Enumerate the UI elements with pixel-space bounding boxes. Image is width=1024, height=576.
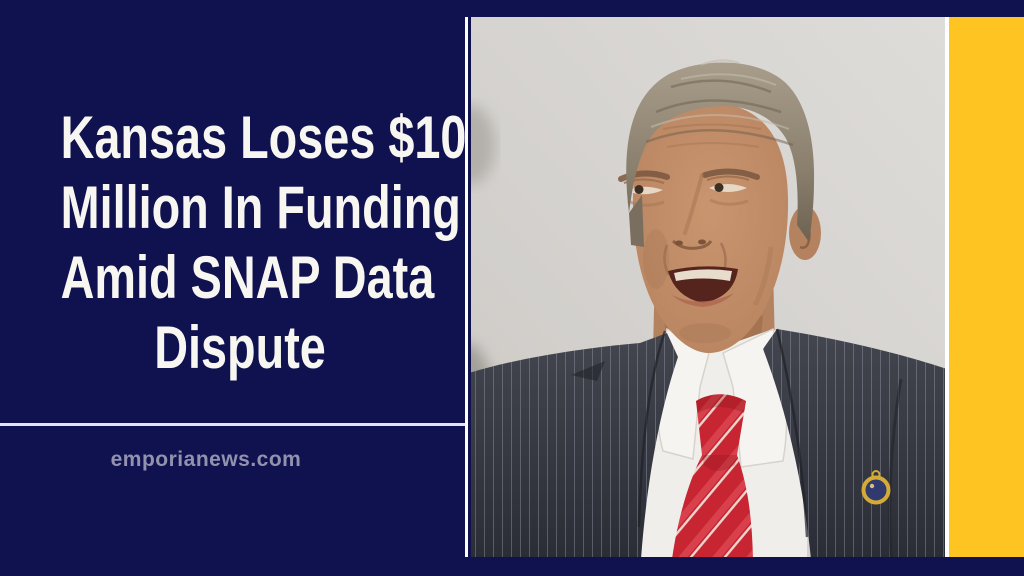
photo-left-border-line (465, 17, 468, 557)
portrait-man-in-suit (471, 17, 945, 557)
mouth-open (668, 266, 738, 307)
man-hair (626, 59, 815, 247)
lapel-pin (861, 470, 891, 505)
eyes (623, 175, 750, 207)
tie-body (672, 455, 753, 557)
nose (671, 173, 713, 250)
divider-line (0, 423, 468, 426)
website-url: emporianews.com (110, 448, 302, 471)
headline-line-4: Dispute (154, 314, 326, 381)
man-face (618, 103, 789, 353)
eyebrows (618, 168, 760, 182)
headline: Kansas Loses $10 Million In Funding Amid… (60, 103, 467, 383)
headline-line-3: Amid SNAP Data (60, 244, 435, 311)
article-photo (471, 17, 945, 557)
yellow-accent-stripe (949, 17, 1024, 557)
tie-knot (696, 394, 746, 463)
suit-jacket (471, 328, 945, 557)
headline-line-1: Kansas Loses $10 (60, 104, 467, 171)
tie (672, 394, 753, 557)
headline-line-2: Million In Funding (60, 174, 461, 241)
photo-right-border-line (945, 17, 949, 557)
